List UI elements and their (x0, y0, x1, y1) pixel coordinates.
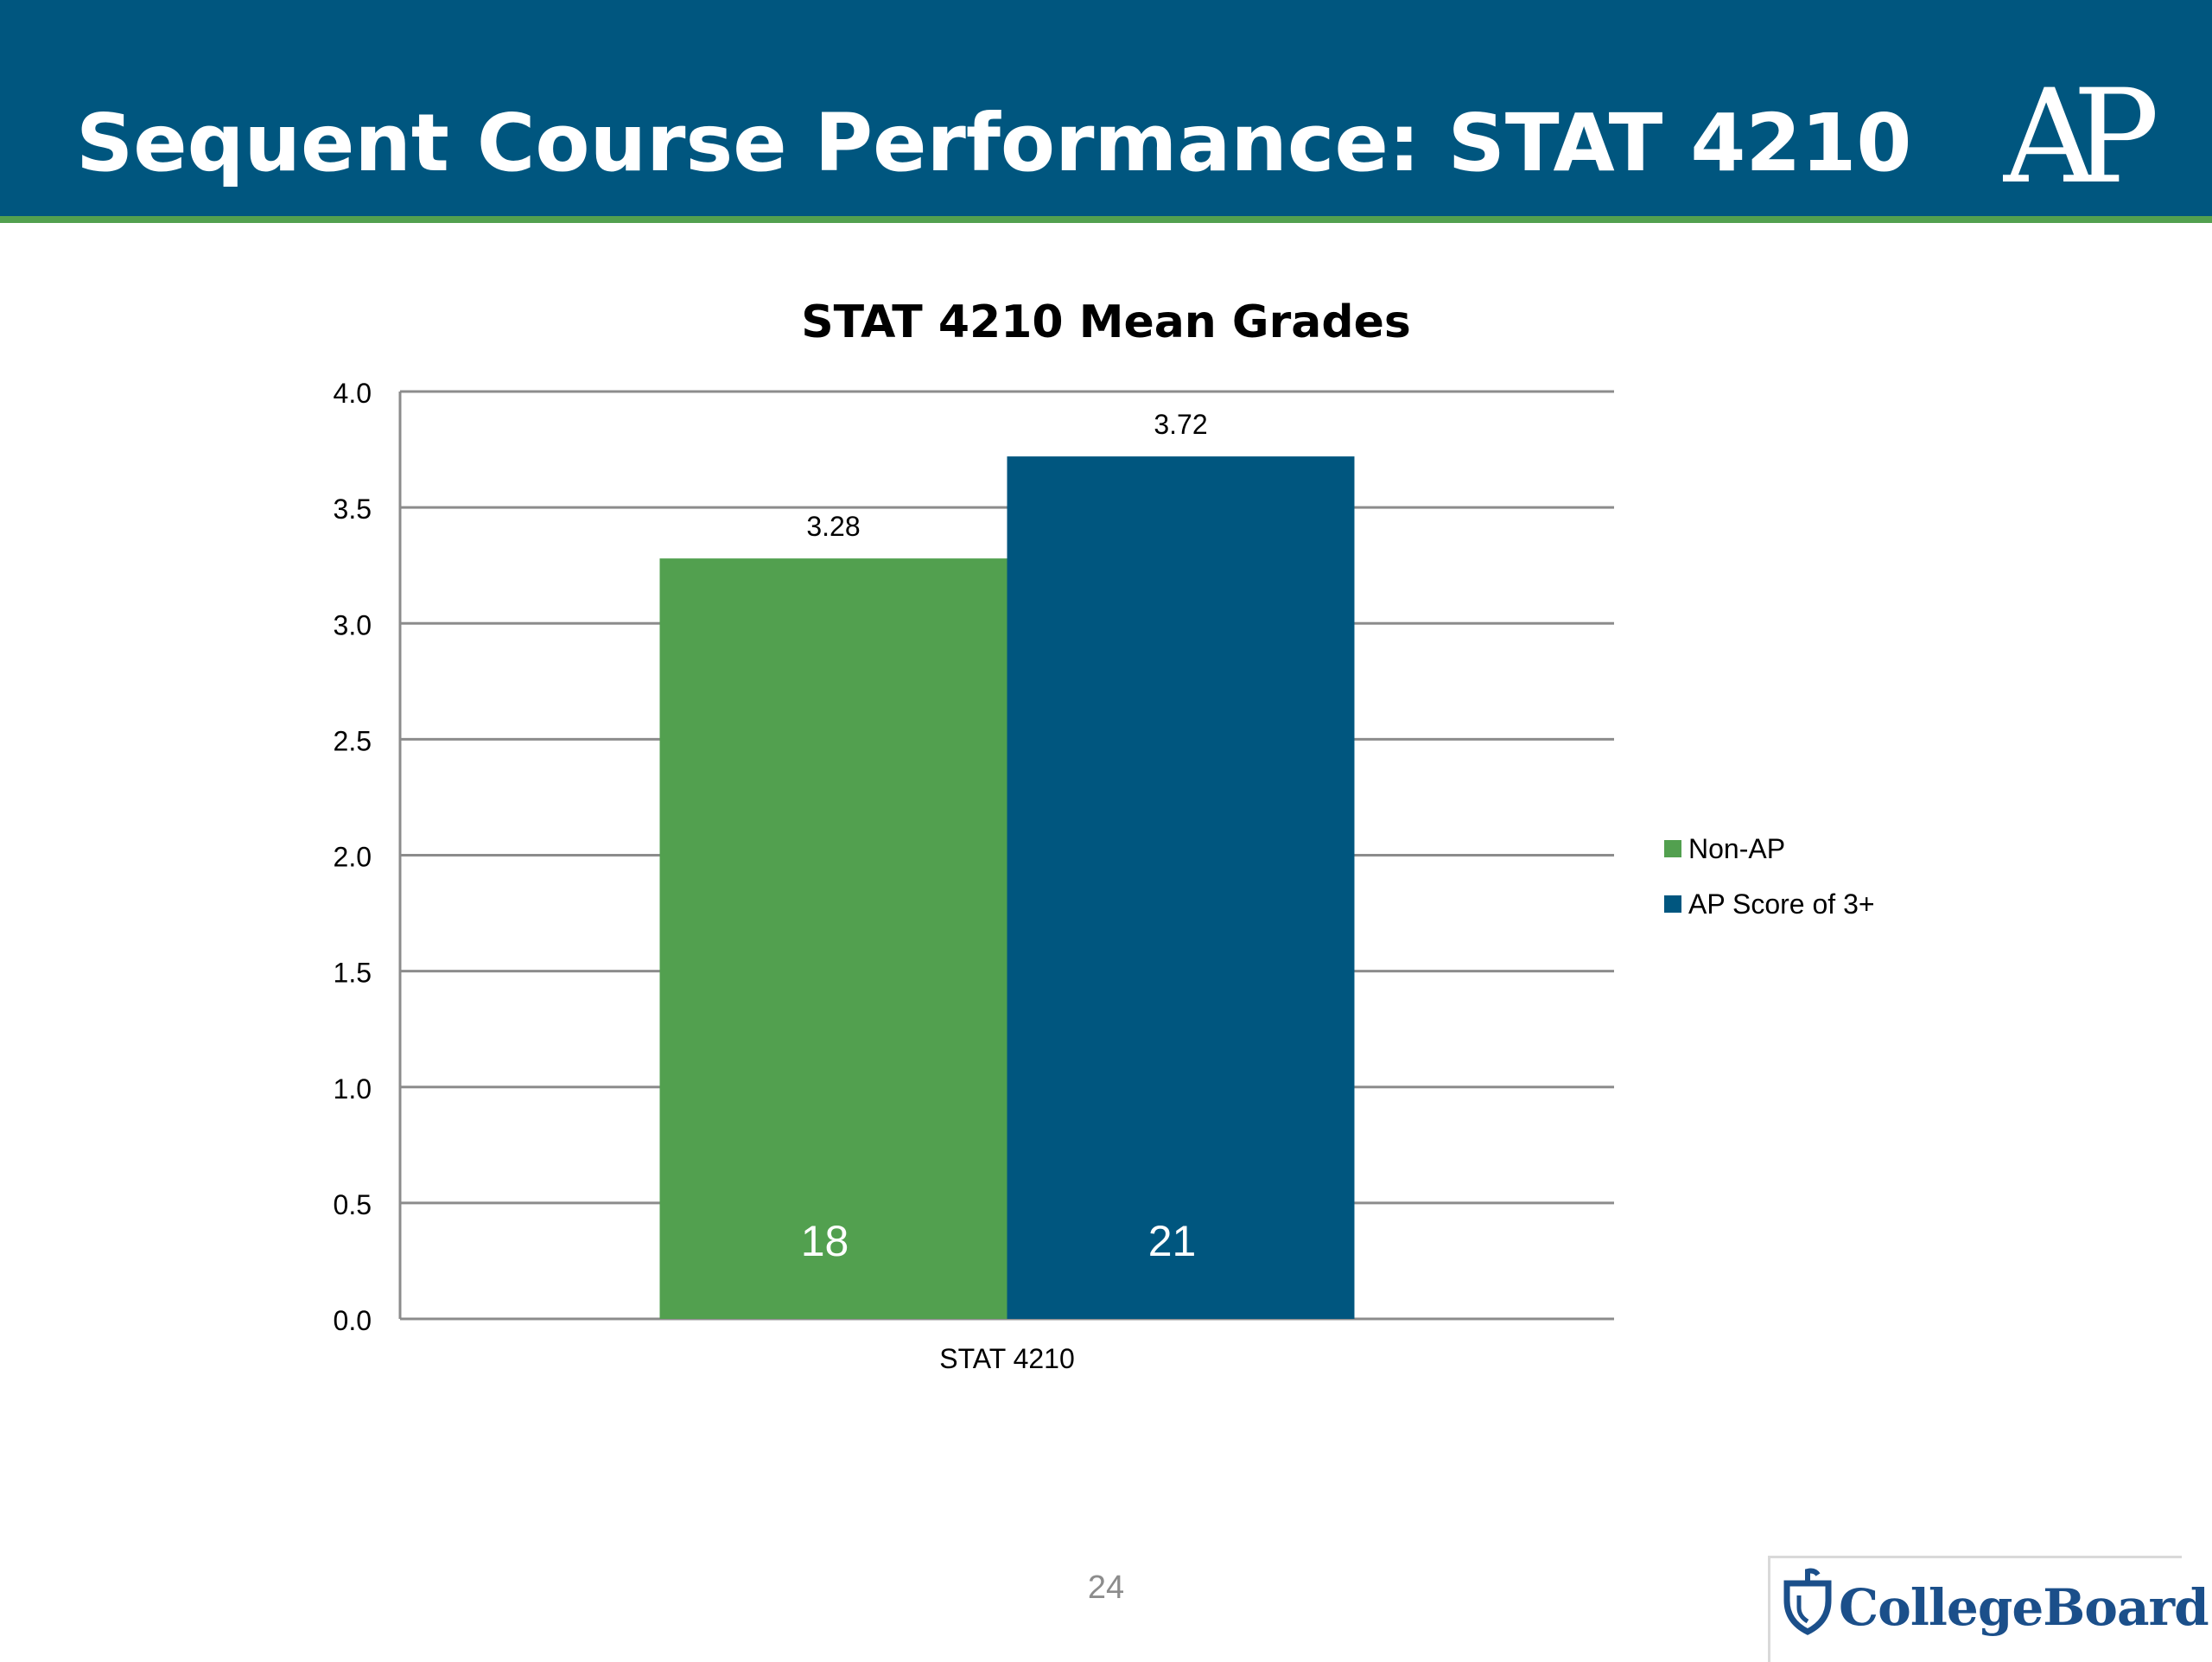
y-tick-label: 4.0 (334, 378, 372, 409)
chart-title: STAT 4210 Mean Grades (801, 296, 1411, 348)
legend-label: Non-AP (1688, 833, 1785, 864)
slide-header (0, 0, 2212, 216)
data-label: 3.28 (806, 511, 860, 542)
axis-layer: 0.0 0.5 1.0 1.5 2.0 2.5 3.0 3.5 4.0 STAT 4210 (334, 378, 1614, 1374)
y-tick-label: 2.0 (334, 842, 372, 873)
count-label: 21 (1148, 1217, 1197, 1265)
legend-swatch (1664, 840, 1681, 857)
count-label: 18 (801, 1217, 849, 1265)
y-tick-label: 3.0 (334, 609, 372, 640)
chart-legend: Non-AP AP Score of 3+ (1664, 833, 1875, 920)
y-tick-label: 1.0 (334, 1073, 372, 1105)
header-stripe (0, 216, 2212, 223)
ap-logo: AP (2003, 80, 2158, 192)
bar-chart: STAT 4210 Mean Grades 0.0 0.5 1.0 1.5 2.0 2.5… (334, 296, 1875, 1374)
data-label: 3.72 (1154, 409, 1207, 440)
ap-logo-text: AP (2003, 80, 2155, 192)
bar-ap-score-3-plus (1007, 456, 1355, 1319)
y-tick-label: 3.5 (334, 494, 372, 525)
page-number: 24 (1087, 1570, 1125, 1606)
y-tick-label: 1.5 (334, 958, 372, 989)
y-tick-label: 0.5 (334, 1189, 372, 1220)
legend-label: AP Score of 3+ (1688, 888, 1875, 920)
y-tick-label: 0.0 (334, 1305, 372, 1336)
label-layer: 3.28 18 3.72 21 (801, 409, 1208, 1265)
y-tick-label: 2.5 (334, 725, 372, 756)
legend-swatch (1664, 895, 1681, 913)
college-board-logo-text: CollegeBoard (1839, 1578, 2209, 1637)
slide-title: Sequent Course Performance: STAT 4210 (76, 97, 1912, 189)
bar-non-ap (659, 558, 1007, 1319)
college-board-logo-frame (1768, 1556, 2182, 1662)
acorn-icon (1783, 1568, 1832, 1635)
bar-layer (659, 456, 1355, 1319)
x-tick-label: STAT 4210 (939, 1343, 1075, 1374)
